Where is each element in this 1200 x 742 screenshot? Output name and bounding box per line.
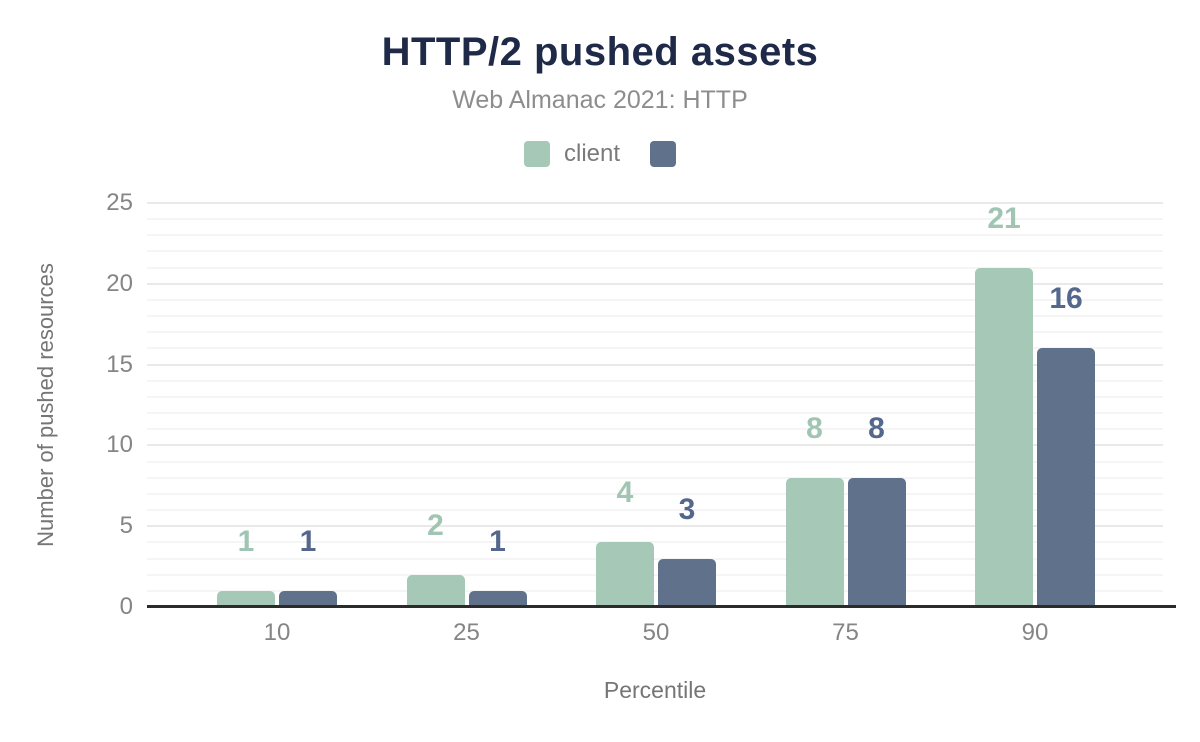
bar-value-label: 8: [806, 411, 823, 445]
x-axis-line: [147, 605, 1176, 608]
bar-client-p25[interactable]: [406, 574, 465, 607]
minor-gridline: [147, 460, 1163, 463]
minor-gridline: [147, 234, 1163, 237]
bar-client-p50[interactable]: [596, 542, 654, 607]
x-tick-label: 75: [832, 619, 859, 646]
legend-swatch-icon: [523, 141, 550, 167]
bar-series2-p50[interactable]: [658, 558, 716, 607]
y-tick-label: 0: [119, 593, 133, 620]
minor-gridline: [147, 395, 1163, 398]
bar-client-p90[interactable]: [975, 267, 1033, 607]
legend-swatch-icon: [650, 141, 677, 167]
minor-gridline: [147, 250, 1163, 253]
x-axis-title: Percentile: [603, 677, 707, 703]
minor-gridline: [147, 379, 1163, 382]
minor-gridline: [147, 428, 1163, 431]
bar-value-label: 8: [868, 411, 885, 445]
y-tick-label: 20: [106, 269, 133, 297]
minor-gridline: [147, 557, 1163, 560]
bar-value-label: 2: [427, 508, 444, 542]
minor-gridline: [147, 315, 1163, 318]
major-gridline: [147, 444, 1163, 447]
minor-gridline: [147, 541, 1163, 544]
bar-value-label: 1: [237, 524, 255, 558]
bar-value-label: 16: [1049, 282, 1083, 316]
minor-gridline: [147, 476, 1163, 479]
bar-series2-p25[interactable]: [468, 590, 527, 607]
x-tick-label: 90: [1021, 619, 1049, 646]
bar-value-label: 3: [678, 492, 696, 526]
minor-gridline: [147, 218, 1163, 221]
minor-gridline: [147, 589, 1163, 592]
bar-value-label: 1: [489, 524, 506, 558]
y-tick-label: 10: [106, 431, 133, 459]
legend-item-series2: [650, 141, 677, 167]
minor-gridline: [147, 266, 1163, 269]
y-axis-title: Number of pushed resources: [33, 263, 58, 547]
x-tick-label: 50: [642, 619, 670, 646]
chart-subtitle: Web Almanac 2021: HTTP: [452, 86, 748, 114]
minor-gridline: [147, 412, 1163, 415]
plot-area: 1 1 2 1 4 3 8 8 21 16: [147, 201, 1163, 607]
bar-client-p75[interactable]: [785, 477, 844, 607]
bar-value-label: 21: [987, 201, 1021, 235]
minor-gridline: [147, 509, 1163, 512]
chart-title: HTTP/2 pushed assets: [381, 30, 819, 74]
bar-series2-p90[interactable]: [1037, 348, 1095, 607]
x-tick-label: 25: [453, 619, 480, 646]
minor-gridline: [147, 331, 1163, 334]
y-tick-label: 25: [106, 189, 133, 216]
bar-series2-p10[interactable]: [279, 590, 337, 607]
minor-gridline: [147, 492, 1163, 495]
legend-label: client: [563, 140, 621, 167]
major-gridline: [147, 202, 1163, 204]
major-gridline: [147, 525, 1163, 528]
major-gridline: [147, 282, 1163, 285]
y-tick-label: 15: [106, 350, 133, 378]
bar-value-label: 4: [616, 476, 634, 510]
legend-item-client: client: [523, 140, 621, 168]
y-tick-label: 5: [119, 512, 133, 540]
major-gridline: [147, 363, 1163, 366]
x-tick-label: 10: [263, 619, 291, 646]
bar-series2-p75[interactable]: [847, 477, 906, 607]
bar-value-label: 1: [299, 524, 317, 558]
minor-gridline: [147, 347, 1163, 350]
bar-client-p10[interactable]: [217, 590, 275, 607]
minor-gridline: [147, 298, 1163, 301]
minor-gridline: [147, 573, 1163, 576]
legend: client: [0, 140, 1200, 168]
